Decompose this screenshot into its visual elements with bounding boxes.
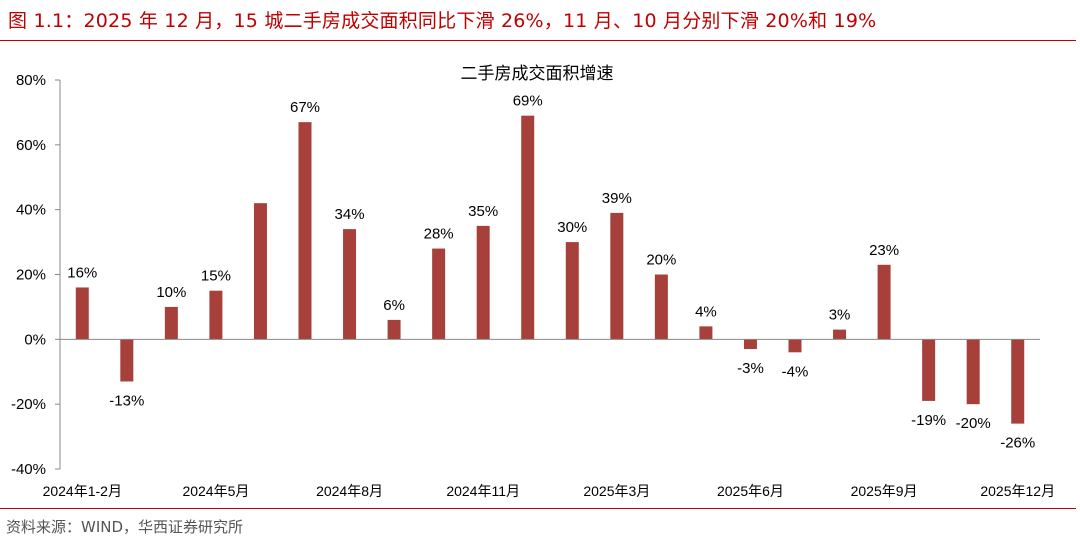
bar xyxy=(476,225,490,340)
source-rule xyxy=(0,508,1076,509)
data-label: 16% xyxy=(67,264,97,281)
data-label-group: 16% -13% 10% 15% 67% 34% 6% 28% 35% 69% 30% 39% 20% 4… xyxy=(67,93,1035,452)
bar-series xyxy=(75,115,1025,424)
data-label: -4% xyxy=(782,363,809,380)
data-label: -26% xyxy=(1000,435,1035,452)
bar xyxy=(966,339,980,405)
figure-title: 图 1.1：2025 年 12 月，15 城二手房成交面积同比下滑 26%，11… xyxy=(8,10,877,32)
data-label: 3% xyxy=(829,307,851,324)
y-tick-label: 0% xyxy=(24,331,46,348)
source-note: 资料来源：WIND，华西证券研究所 xyxy=(6,518,244,536)
bar xyxy=(743,339,757,350)
data-label: 35% xyxy=(468,203,498,220)
data-label: 30% xyxy=(557,219,587,236)
data-label: -20% xyxy=(956,415,991,432)
y-tick-label: 60% xyxy=(16,137,46,154)
y-tick-label: 40% xyxy=(16,202,46,219)
y-axis: 80% 60% 40% 20% 0% -20% -40% xyxy=(11,72,61,478)
x-tick-label: 2025年3月 xyxy=(583,483,650,499)
data-label: -19% xyxy=(911,412,946,429)
data-label: 6% xyxy=(383,297,405,314)
bar xyxy=(209,290,223,340)
data-label: 23% xyxy=(869,242,899,259)
bar xyxy=(343,229,357,340)
bar xyxy=(833,329,847,340)
bar xyxy=(1011,339,1025,424)
y-tick-label: -40% xyxy=(11,461,46,478)
bar xyxy=(610,212,624,340)
bar xyxy=(387,319,401,340)
x-axis: 2024年1-2月 2024年5月 2024年8月 2024年11月 2025年3月 20… xyxy=(43,338,1055,499)
data-label: 15% xyxy=(201,268,231,285)
x-tick-label: 2024年5月 xyxy=(182,483,249,499)
bar xyxy=(75,287,89,340)
data-label: -13% xyxy=(109,392,144,409)
data-label: 34% xyxy=(335,206,365,223)
y-tick-label: 20% xyxy=(16,267,46,284)
data-label: 10% xyxy=(156,284,186,301)
bar xyxy=(699,326,713,340)
title-rule xyxy=(0,40,1076,41)
bar xyxy=(565,242,579,340)
data-label: 4% xyxy=(695,303,717,320)
y-tick-label: -20% xyxy=(11,396,46,413)
chart-title: 二手房成交面积增速 xyxy=(461,64,614,83)
data-label: 67% xyxy=(290,99,320,116)
bar xyxy=(120,339,134,382)
bar xyxy=(432,248,446,340)
bar xyxy=(298,122,312,340)
bar xyxy=(654,274,668,340)
data-label: 69% xyxy=(513,93,543,110)
x-tick-label: 2024年8月 xyxy=(316,483,383,499)
bar xyxy=(164,306,178,340)
data-label: 28% xyxy=(424,226,454,243)
x-tick-label: 2025年9月 xyxy=(851,483,918,499)
data-label: 20% xyxy=(646,252,676,269)
bar xyxy=(521,115,535,340)
data-label: 39% xyxy=(602,190,632,207)
x-tick-label: 2025年6月 xyxy=(717,483,784,499)
data-label: -3% xyxy=(737,360,764,377)
bar xyxy=(877,264,891,340)
x-tick-label: 2024年11月 xyxy=(446,483,520,499)
y-tick-label: 80% xyxy=(16,72,46,89)
x-tick-label: 2025年12月 xyxy=(980,483,1055,499)
bar xyxy=(253,203,267,340)
bar xyxy=(788,339,802,353)
bar xyxy=(922,339,936,401)
x-tick-label: 2024年1-2月 xyxy=(43,483,122,499)
